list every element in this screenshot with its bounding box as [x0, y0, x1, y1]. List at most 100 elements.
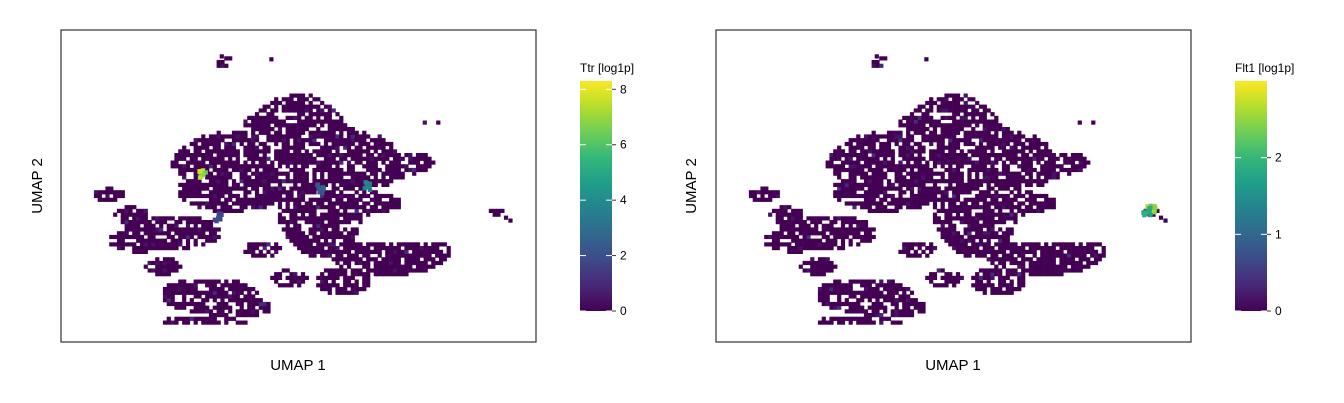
cell-point [327, 171, 332, 176]
cell-point [220, 167, 225, 173]
cell-point [940, 108, 945, 113]
cell-point [155, 231, 160, 236]
cell-point [235, 138, 240, 143]
cell-point [982, 205, 987, 210]
cell-point [208, 313, 214, 318]
cell-point [940, 275, 945, 280]
cell-point [848, 149, 853, 154]
cell-point [879, 313, 884, 318]
cell-point [814, 220, 819, 225]
cell-point [327, 212, 332, 217]
cell-point [1028, 208, 1033, 213]
cell-point [990, 287, 995, 292]
cell-point [415, 268, 421, 273]
cell-point [852, 201, 857, 206]
cell-point [431, 257, 436, 262]
cell-point [162, 320, 168, 325]
cell-point [197, 182, 202, 187]
cell-point [323, 287, 329, 292]
cell-point [197, 305, 202, 310]
cell-point [343, 212, 348, 217]
cell-point [312, 156, 317, 161]
cell-point [354, 205, 359, 210]
cell-point [791, 208, 796, 213]
cell-point [277, 272, 283, 277]
cell-point [231, 145, 237, 150]
cell-point [944, 156, 949, 161]
cell-point [917, 164, 922, 169]
cell-point [304, 208, 309, 213]
cell-point [1044, 193, 1049, 199]
cell-point [247, 167, 252, 173]
cell-point [825, 242, 830, 247]
cell-point [990, 167, 995, 173]
cell-point [274, 197, 279, 202]
cell-point [967, 220, 972, 225]
cell-point [779, 242, 784, 247]
cell-point [971, 182, 976, 187]
cell-point [354, 130, 359, 135]
cell-point [205, 149, 210, 154]
cell-point [833, 316, 838, 321]
cell-point [994, 220, 999, 225]
cell-point [806, 231, 811, 236]
cell-point [208, 149, 214, 154]
cell-point [936, 190, 941, 195]
cell-point [1024, 242, 1030, 247]
cell-point [917, 127, 922, 132]
cell-point [366, 249, 371, 254]
cell-point [1055, 171, 1060, 176]
cell-point [178, 171, 183, 176]
cell-point [266, 134, 271, 139]
cell-point [419, 253, 424, 258]
cell-point [948, 130, 953, 135]
cell-point [293, 100, 298, 106]
cell-point [289, 216, 294, 221]
cell-point [886, 283, 892, 288]
cell-point [986, 283, 991, 288]
cell-point [389, 193, 394, 199]
cell-point [944, 190, 949, 195]
cell-point [254, 149, 260, 154]
cell-point [863, 138, 869, 143]
cell-point [990, 197, 995, 202]
cell-point [798, 246, 803, 251]
cell-point [304, 201, 309, 206]
cell-point [343, 201, 348, 206]
cell-point [924, 57, 929, 62]
cell-point [231, 164, 237, 169]
cell-point [231, 283, 237, 288]
cell-point [1021, 249, 1026, 254]
cell-point [940, 141, 945, 147]
cell-point [197, 179, 202, 184]
cell-point [101, 197, 106, 202]
cell-point [277, 190, 283, 195]
cell-point [438, 257, 444, 262]
cell-point [193, 193, 198, 199]
cell-point [377, 156, 382, 161]
cell-point [817, 231, 823, 236]
cell-point [189, 160, 194, 165]
cell-point [963, 186, 968, 191]
cell-point [289, 145, 294, 150]
cell-point [1040, 201, 1045, 206]
cell-point [193, 179, 198, 184]
cell-point [323, 279, 329, 284]
cell-point [197, 316, 202, 321]
cell-point [385, 268, 390, 273]
cell-point [860, 149, 865, 154]
cell-point [281, 197, 286, 202]
cell-point [1032, 268, 1037, 273]
cell-point [906, 242, 911, 247]
cell-point [289, 279, 294, 284]
cell-point [825, 223, 830, 228]
cell-point [848, 316, 853, 321]
cell-point [890, 182, 895, 187]
cell-point [867, 141, 872, 147]
cell-point [289, 272, 294, 277]
cell-point [185, 227, 191, 232]
cell-point [327, 272, 332, 277]
cell-point [978, 156, 984, 161]
cell-point [377, 272, 382, 277]
cell-point [243, 149, 248, 154]
